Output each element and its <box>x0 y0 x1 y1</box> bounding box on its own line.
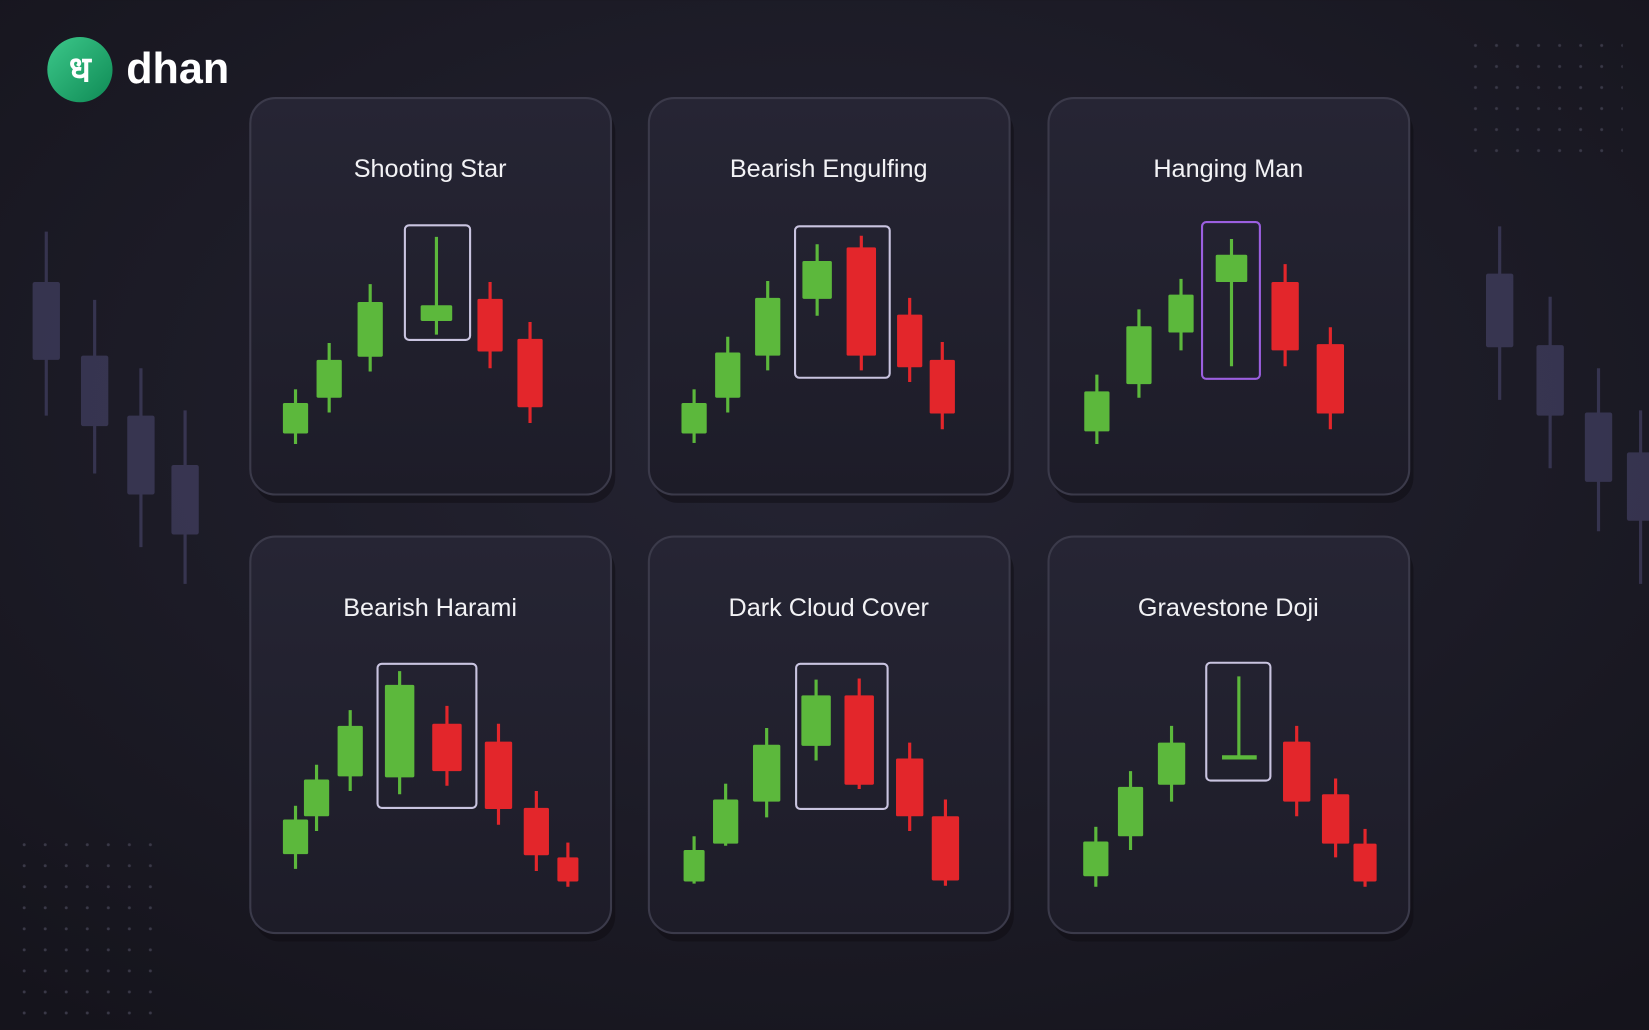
candle-body <box>1271 282 1299 351</box>
card-title: Bearish Engulfing <box>730 155 928 183</box>
candle-body <box>337 725 363 777</box>
candle-body <box>1126 326 1152 385</box>
candle-body <box>282 819 309 855</box>
card-title: Dark Cloud Cover <box>728 594 928 622</box>
highlight-box <box>794 225 891 379</box>
candle-body <box>1168 294 1194 333</box>
deco-body <box>1584 412 1613 482</box>
candle-body <box>801 695 831 746</box>
candle-body <box>1353 843 1377 882</box>
candle-body <box>929 359 955 414</box>
candle-body <box>517 338 543 408</box>
candle-body <box>844 695 874 785</box>
deco-body <box>32 282 60 360</box>
candle-body <box>1215 254 1248 283</box>
pattern-card: Hanging Man <box>1047 96 1414 503</box>
candle-body <box>715 352 741 398</box>
deco-body <box>1485 273 1514 348</box>
candle-body <box>357 302 383 357</box>
background-candles <box>32 226 1649 584</box>
candle-body <box>1083 841 1109 877</box>
card-title: Shooting Star <box>354 155 507 183</box>
card-title: Hanging Man <box>1153 155 1303 183</box>
deco-body <box>1626 452 1649 521</box>
logo-glyph: ध <box>69 50 93 91</box>
candle-body <box>802 261 832 299</box>
pattern-card: Bearish Engulfing <box>647 96 1014 503</box>
deco-body <box>1536 345 1564 416</box>
dot-grid <box>1470 31 1623 164</box>
pattern-card: Shooting Star <box>249 96 616 503</box>
candle-body <box>755 297 781 356</box>
candle-body <box>1157 742 1186 785</box>
logo-text: dhan <box>126 45 229 93</box>
candle-body <box>752 744 781 802</box>
candle-body <box>282 402 309 434</box>
candle-body <box>681 402 707 434</box>
candle-body <box>1117 786 1144 837</box>
candle-body <box>523 807 549 856</box>
deco-body <box>171 465 199 535</box>
candle-body <box>931 816 960 881</box>
deco-body <box>127 415 155 495</box>
highlight-box <box>795 662 889 810</box>
candle-body <box>1084 391 1110 432</box>
candle-body <box>303 779 330 817</box>
candle-body <box>897 314 923 368</box>
candle-body <box>713 799 739 844</box>
candle-body <box>557 857 579 882</box>
candle-body <box>420 305 453 321</box>
candle-body <box>484 741 513 809</box>
candle-body <box>1316 344 1345 414</box>
card-title: Bearish Harami <box>343 594 517 622</box>
pattern-card: Gravestone Doji <box>1047 535 1414 942</box>
highlight-box <box>403 224 472 341</box>
cards: Shooting Star Bearish Engulfing Hanging Ma… <box>249 96 1414 942</box>
highlight-box <box>1200 221 1261 380</box>
highlight-box <box>376 662 478 809</box>
pattern-card: Bearish Harami <box>249 535 616 942</box>
candle-body <box>896 758 924 817</box>
dot-grid <box>12 831 166 1021</box>
pattern-card: Dark Cloud Cover <box>647 535 1014 942</box>
candle-body <box>477 298 503 352</box>
highlight-box <box>1205 661 1272 782</box>
card-title: Gravestone Doji <box>1138 594 1319 622</box>
candle-body <box>384 684 415 778</box>
card <box>249 535 613 935</box>
candle-body <box>1321 794 1350 844</box>
candle-body <box>316 359 342 398</box>
candle-body <box>846 247 877 356</box>
candle-body <box>1283 741 1311 802</box>
deco-body <box>80 355 109 427</box>
candle-body <box>683 849 705 882</box>
candle-body <box>432 723 462 772</box>
logo-badge <box>47 37 113 103</box>
